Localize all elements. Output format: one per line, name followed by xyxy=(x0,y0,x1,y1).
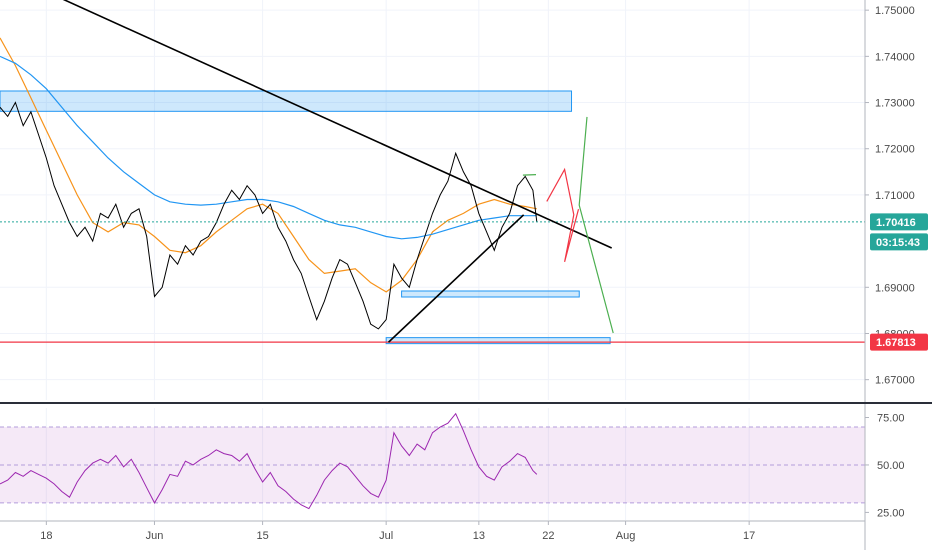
price-tick-label-7: 1.67000 xyxy=(875,375,915,387)
price-zones[interactable] xyxy=(0,90,611,345)
last-price-label: 1.70416 xyxy=(876,217,916,229)
price-line xyxy=(0,101,538,330)
rsi-axis-ticks: 75.00 50.00 25.00 xyxy=(865,412,905,519)
green-short-projection xyxy=(522,174,537,176)
rsi-band xyxy=(0,426,865,504)
last-price-badge xyxy=(870,213,928,231)
support-price-badge xyxy=(870,333,928,351)
support-zone-low[interactable] xyxy=(385,337,611,345)
countdown-badge xyxy=(870,233,928,251)
drawings[interactable] xyxy=(46,0,614,343)
time-tick-label-6: Aug xyxy=(616,530,636,542)
price-tick-label-1: 1.74000 xyxy=(875,51,915,63)
moving-averages xyxy=(0,37,537,293)
rsi-series xyxy=(0,412,538,510)
time-tick-label-7: 17 xyxy=(743,530,755,542)
rsi-tick-label-0: 75.00 xyxy=(877,412,905,424)
rsi-band-fill xyxy=(0,426,865,503)
support-zone-mid[interactable] xyxy=(401,290,580,298)
resistance-zone[interactable] xyxy=(0,90,573,112)
price-tick-label-2: 1.73000 xyxy=(875,98,915,110)
moving-average-0 xyxy=(0,37,537,293)
price-tick-label-3: 1.72000 xyxy=(875,144,915,156)
moving-average-1 xyxy=(0,55,537,240)
red-projection xyxy=(546,167,580,263)
time-tick-label-3: Jul xyxy=(379,530,393,542)
ascending-trendline xyxy=(387,214,525,343)
time-tick-label-5: 22 xyxy=(542,530,554,542)
rsi-tick-label-1: 50.00 xyxy=(877,460,905,472)
descending-trendline xyxy=(62,0,613,249)
support-price-label: 1.67813 xyxy=(876,337,916,349)
horizontal-lines xyxy=(0,221,865,343)
time-tick-label-0: 18 xyxy=(40,530,52,542)
time-axis-ticks: 18 Jun 15 Jul 13 22 Aug 17 xyxy=(40,521,755,542)
price-series xyxy=(0,101,538,330)
rsi-line xyxy=(0,412,538,510)
time-tick-label-2: 15 xyxy=(256,530,268,542)
countdown-label: 03:15:43 xyxy=(876,237,920,249)
rsi-tick-label-2: 25.00 xyxy=(877,507,905,519)
price-tick-label-5: 1.69000 xyxy=(875,282,915,294)
time-tick-label-1: Jun xyxy=(146,530,164,542)
price-tick-label-4: 1.71000 xyxy=(875,190,915,202)
green-projection xyxy=(578,116,614,334)
price-axis-ticks: 1.75000 1.74000 1.73000 1.72000 1.71000 1.690… xyxy=(865,5,915,387)
time-tick-label-4: 13 xyxy=(473,530,485,542)
price-badges: 1.70416 03:15:43 1.67813 xyxy=(870,213,928,351)
price-tick-label-0: 1.75000 xyxy=(875,5,915,17)
